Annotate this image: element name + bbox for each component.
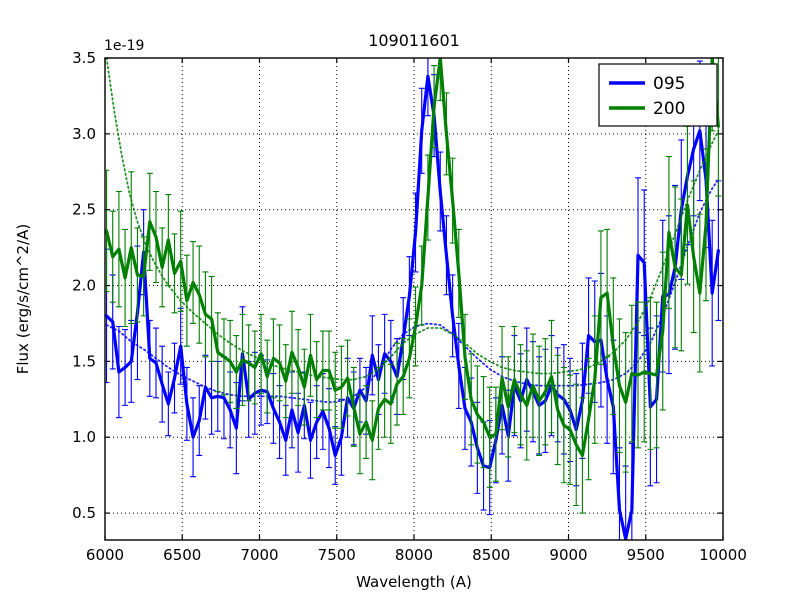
legend-label-095: 095: [653, 74, 685, 94]
ytick-label: 2.0: [72, 277, 96, 295]
ytick-label: 2.5: [72, 201, 96, 219]
xtick-label: 9500: [627, 546, 665, 564]
dataline-095: [105, 74, 720, 540]
y-axis-offset-text: 1e-19: [104, 38, 144, 54]
xtick-label: 8500: [472, 546, 510, 564]
xtick-label: 6000: [86, 546, 124, 564]
gridlines: [105, 58, 723, 540]
series-200: [105, 58, 722, 514]
xtick-label: 8000: [395, 546, 433, 564]
legend-label-200: 200: [653, 99, 685, 119]
xtick-label: 10000: [699, 546, 747, 564]
chart-title: 109011601: [368, 31, 460, 50]
ytick-label: 1.5: [72, 352, 96, 370]
y-axis-label: Flux (erg/s/cm^2/A): [14, 224, 32, 375]
legend-box: [598, 63, 718, 127]
errorbars-200: [105, 58, 722, 514]
xtick-label: 7000: [240, 546, 278, 564]
data-series-group: [105, 58, 722, 540]
trendline-095: [105, 178, 720, 404]
xtick-label: 7500: [318, 546, 356, 564]
ytick-label: 1.0: [72, 428, 96, 446]
xtick-label: 9000: [549, 546, 587, 564]
legend-item-200[interactable]: 200: [609, 99, 685, 119]
ytick-label: 3.0: [72, 125, 96, 143]
x-axis-label: Wavelength (A): [356, 573, 472, 591]
ytick-label: 3.5: [72, 49, 96, 67]
xtick-label: 6500: [163, 546, 201, 564]
legend-item-095[interactable]: 095: [609, 74, 685, 94]
ytick-label: 0.5: [72, 504, 96, 522]
dataline-200: [105, 58, 720, 458]
